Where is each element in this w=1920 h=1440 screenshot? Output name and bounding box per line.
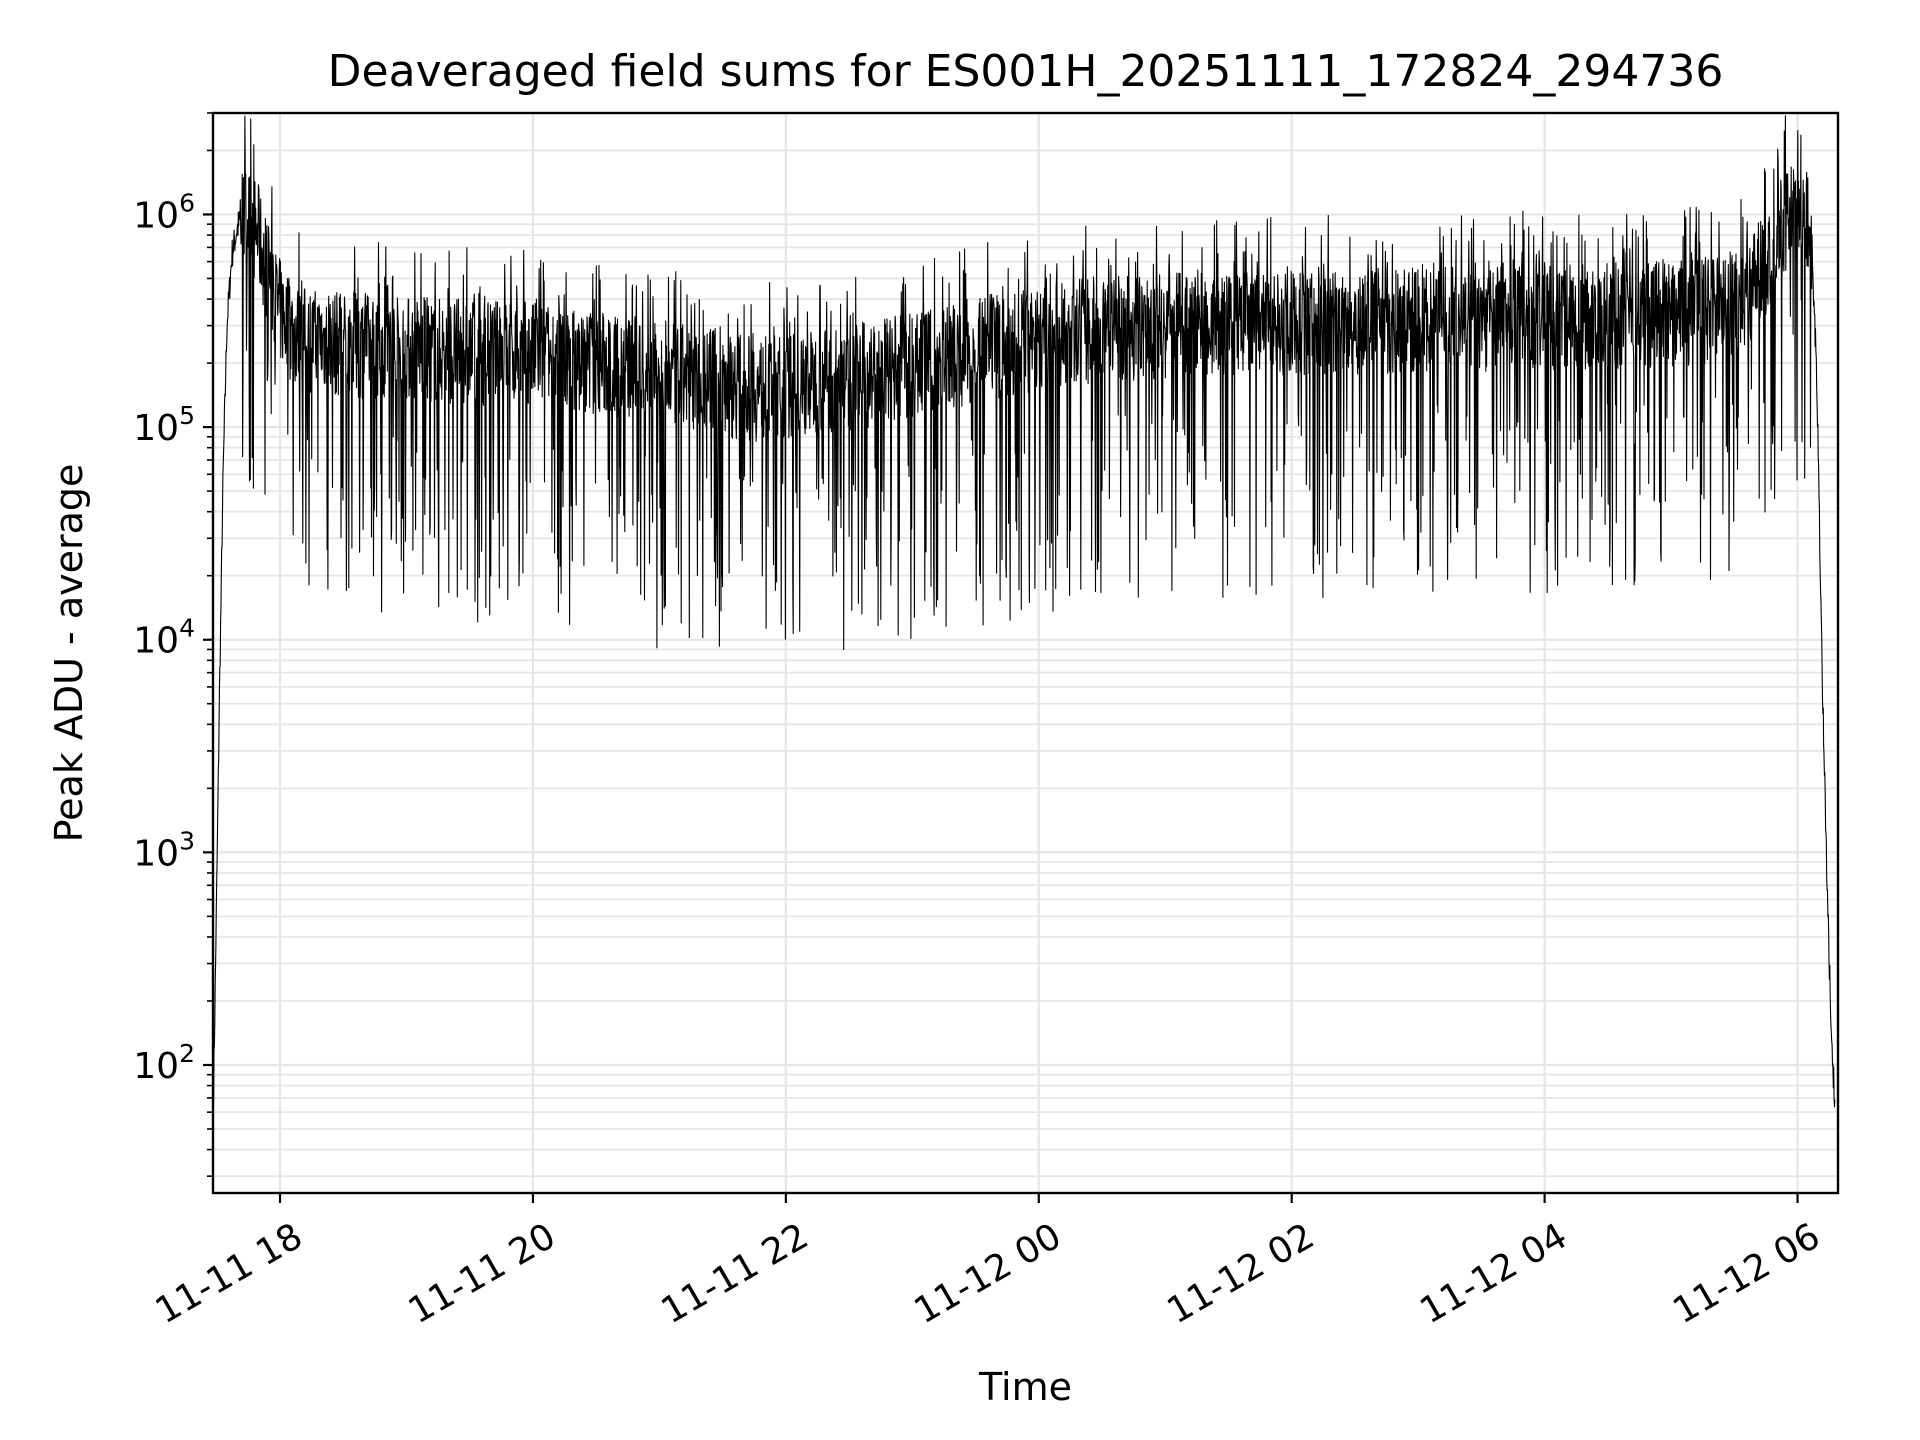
y-tick-exponent: 3 — [179, 826, 195, 855]
series-layer — [213, 115, 1836, 1108]
series-line — [213, 115, 1836, 1108]
x-axis-label: Time — [978, 1365, 1072, 1409]
y-tick-base: 10 — [133, 195, 179, 236]
plot-frame — [211, 111, 1840, 1195]
y-tick-label: 106 — [133, 188, 195, 236]
y-tick-base: 10 — [133, 833, 179, 874]
y-tick-exponent: 5 — [179, 401, 195, 430]
y-tick-base: 10 — [133, 408, 179, 449]
chart-title: Deaveraged field sums for ES001H_2025111… — [328, 46, 1724, 97]
y-tick-label: 104 — [133, 614, 195, 662]
y-tick-label: 102 — [133, 1039, 195, 1087]
y-axis-label: Peak ADU - average — [47, 464, 91, 843]
y-tick-base: 10 — [133, 621, 179, 662]
y-tick-base: 10 — [133, 1046, 179, 1087]
y-tick-exponent: 4 — [179, 614, 195, 643]
y-tick-exponent: 2 — [179, 1039, 195, 1068]
y-tick-label: 103 — [133, 826, 195, 874]
y-tick-label: 105 — [133, 401, 195, 449]
y-tick-exponent: 6 — [179, 188, 195, 217]
